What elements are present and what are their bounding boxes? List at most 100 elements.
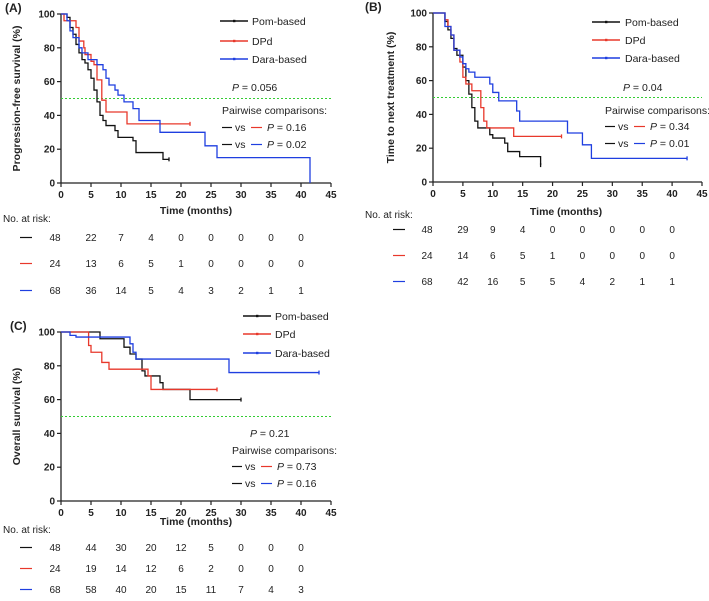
y-tick-label: 100: [38, 10, 55, 21]
km-curve-dpd: [433, 12, 562, 138]
p-value-text: = 0.02: [274, 139, 307, 151]
risk-count: 5: [148, 286, 154, 297]
risk-count: 2: [610, 277, 616, 288]
x-tick-label: 0: [58, 508, 64, 519]
pairwise-title: Pairwise comparisons:: [232, 445, 337, 457]
risk-count: 68: [49, 286, 61, 297]
risk-count: 22: [85, 233, 97, 244]
x-tick-label: 15: [517, 189, 529, 200]
x-tick-label: 40: [295, 190, 307, 201]
x-tick-label: 25: [205, 508, 217, 519]
risk-count: 16: [487, 277, 499, 288]
legend-label-dara: Dara-based: [275, 348, 330, 360]
pairwise-p-value: P = 0.16: [267, 122, 307, 134]
risk-count: 1: [178, 259, 184, 270]
p-value-text: = 0.16: [274, 122, 307, 134]
x-tick-label: 10: [115, 508, 127, 519]
risk-count: 68: [421, 277, 433, 288]
x-tick-label: 0: [430, 189, 436, 200]
risk-count: 5: [208, 543, 214, 554]
risk-count: 58: [85, 585, 97, 596]
y-tick-label: 80: [416, 42, 428, 53]
risk-count: 6: [490, 251, 496, 262]
panel-label: (A): [5, 1, 22, 15]
risk-count: 7: [118, 233, 124, 244]
risk-count: 0: [580, 225, 586, 236]
risk-count: 24: [421, 251, 433, 262]
risk-count: 15: [175, 585, 187, 596]
risk-count: 5: [148, 259, 154, 270]
risk-count: 0: [610, 251, 616, 262]
x-tick-label: 15: [145, 190, 157, 201]
x-tick-label: 30: [235, 508, 247, 519]
x-tick-label: 15: [145, 508, 157, 519]
risk-count: 0: [639, 251, 645, 262]
y-axis-title: Overall survival (%): [11, 368, 23, 465]
x-tick-label: 35: [265, 508, 277, 519]
pairwise-title: Pairwise comparisons:: [605, 105, 709, 117]
x-tick-label: 40: [667, 189, 679, 200]
risk-count: 3: [298, 585, 304, 596]
pairwise-vs: vs: [245, 461, 256, 473]
risk-count: 3: [208, 286, 214, 297]
p-value-text: = 0.01: [657, 138, 690, 150]
overall-p-value: P = 0.056: [232, 82, 277, 94]
risk-count: 24: [49, 259, 61, 270]
pairwise-vs: vs: [235, 139, 246, 151]
p-value-text: = 0.056: [239, 82, 277, 94]
risk-count: 48: [421, 225, 433, 236]
legend-label-pom: Pom-based: [275, 311, 329, 323]
pairwise-vs: vs: [618, 121, 629, 133]
risk-count: 12: [145, 564, 157, 575]
legend-label-pom: Pom-based: [252, 16, 306, 28]
risk-count: 4: [268, 585, 274, 596]
pairwise-p-value: P = 0.34: [650, 121, 690, 133]
risk-count: 42: [457, 277, 469, 288]
p-symbol: P: [277, 461, 284, 473]
pairwise-p-value: P = 0.16: [277, 478, 317, 490]
x-tick-label: 10: [487, 189, 499, 200]
risk-count: 1: [550, 251, 556, 262]
risk-count: 1: [298, 286, 304, 297]
risk-count: 1: [669, 277, 675, 288]
risk-count: 0: [298, 233, 304, 244]
x-tick-label: 30: [235, 190, 247, 201]
risk-count: 14: [457, 251, 469, 262]
legend-label-dara: Dara-based: [625, 53, 680, 65]
risk-count: 20: [145, 585, 157, 596]
p-symbol: P: [650, 138, 657, 150]
risk-count: 0: [298, 259, 304, 270]
y-axis-title: Progression-free survival (%): [11, 26, 23, 172]
legend-marker: [256, 314, 259, 318]
x-tick-label: 25: [577, 189, 589, 200]
risk-count: 5: [550, 277, 556, 288]
pairwise-p-value: P = 0.02: [267, 139, 307, 151]
x-tick-label: 35: [265, 190, 277, 201]
risk-count: 0: [208, 259, 214, 270]
x-tick-label: 30: [607, 189, 619, 200]
risk-count: 0: [238, 564, 244, 575]
legend-marker: [233, 19, 236, 23]
km-curve-pom: [61, 13, 169, 160]
risk-count: 7: [238, 585, 244, 596]
p-symbol: P: [232, 82, 239, 94]
risk-count: 14: [115, 286, 127, 297]
y-tick-label: 0: [49, 497, 55, 508]
risk-count: 13: [85, 259, 97, 270]
km-curve-dara: [61, 13, 311, 183]
pairwise-vs: vs: [235, 122, 246, 134]
y-tick-label: 20: [44, 463, 56, 474]
risk-count: 0: [298, 564, 304, 575]
y-tick-label: 40: [44, 111, 56, 122]
pairwise-p-value: P = 0.01: [650, 138, 690, 150]
legend-marker: [256, 332, 259, 336]
x-axis-title: Time (months): [530, 206, 602, 218]
y-tick-label: 100: [38, 328, 55, 339]
risk-count: 0: [238, 233, 244, 244]
risk-table-title: No. at risk:: [3, 525, 51, 536]
legend-label-dara: Dara-based: [252, 54, 307, 66]
